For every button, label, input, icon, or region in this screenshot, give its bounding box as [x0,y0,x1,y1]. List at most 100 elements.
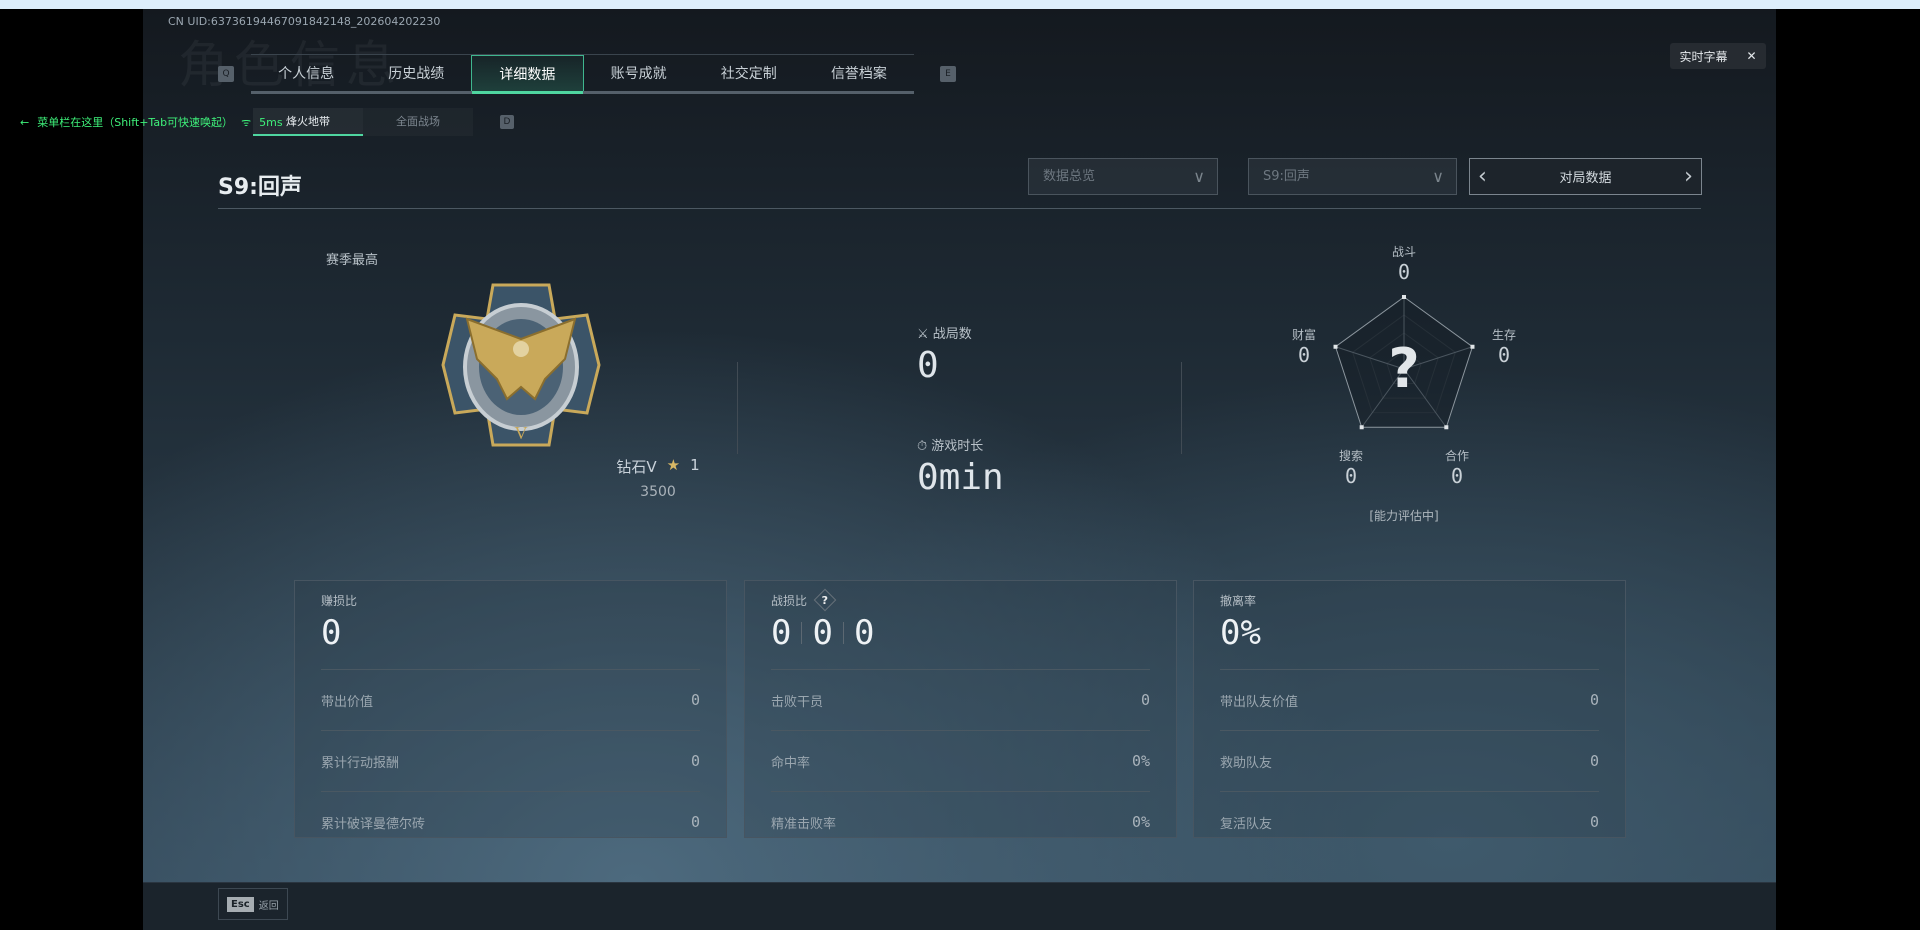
ability-radar-chart: ? [1333,295,1475,430]
stat-row: 带出队友价值 0 [1220,669,1599,730]
stat-label: 精准击败率 [771,816,837,832]
prev-tab-key[interactable]: Q [218,66,234,82]
live-caption-label: 实时字幕 [1679,49,1728,64]
value-separator [842,622,844,644]
stat-row: 累计行动报酬 0 [321,730,700,791]
card-value: 0% [1220,613,1261,653]
tab-4[interactable]: 社交定制 [720,66,777,82]
chevron-down-icon: ∨ [1193,167,1205,186]
stat-label: 带出队友价值 [1220,694,1299,710]
radar-axis-value: 0 [1297,343,1311,367]
radar-vertex [1444,425,1449,430]
close-icon[interactable]: ✕ [1746,49,1757,63]
radar-status: [能力评估中] [1369,509,1439,523]
radar-axis-2: 合作 0 [1427,447,1487,488]
page-title: S9:回声 [218,175,302,200]
matches-stat: ⚔ 战局数 0 [917,323,972,384]
radar-axis-1: 生存 0 [1474,326,1534,367]
card-value: 0 [853,613,875,653]
overview-dropdown[interactable]: 数据总览 ∨ [1028,158,1218,195]
radar-axis-value: 0 [1344,464,1358,488]
card-title: 撤离率 [1220,593,1257,608]
stat-card-2: 撤离率 0% 带出队友价值 0 救助队友 0 复活队友 0 [1193,580,1626,838]
stat-value: 0% [1131,813,1150,831]
tab-2[interactable]: 详细数据 [471,55,584,94]
radar-axis [1403,346,1473,370]
season-dropdown[interactable]: S9:回声 ∨ [1248,158,1457,195]
crossed-swords-icon: ⚔ [917,327,929,342]
chevron-left-icon[interactable]: ‹ [1478,164,1487,189]
live-caption-button[interactable]: 实时字幕 ✕ [1670,43,1766,69]
help-icon[interactable]: ? [813,588,837,612]
menu-hint-text: 菜单栏在这里（Shift+Tab可快速唤起） [37,116,234,129]
rank-stars: 1 [690,456,700,474]
radar-vertex [1470,344,1475,349]
main-tabs: 个人信息 历史战绩 详细数据 账号成就 社交定制 信誉档案 [251,54,914,94]
svg-text:V: V [515,423,528,443]
page-watermark: 角色信息 [178,36,402,94]
radar-axis-4: 财富 0 [1274,326,1334,367]
menu-hint-overlay[interactable]: ← 菜单栏在这里（Shift+Tab可快速唤起） ᯤ 5ms [0,108,283,136]
card-title: 赚损比 [321,593,358,608]
radar-axis-label: 合作 [1444,449,1469,463]
mode-switcher: ‹ 对局数据 › [1469,158,1702,195]
stat-value: 0% [1131,752,1150,770]
stat-row: 击败干员 0 [771,669,1150,730]
rank-name: 钻石V [616,458,657,476]
radar-axis-label: 财富 [1291,328,1316,342]
radar-vertex [1402,295,1406,299]
stat-value: 0 [1589,813,1599,831]
chevron-right-icon[interactable]: › [1684,164,1693,189]
next-tab-key[interactable]: E [940,66,956,82]
radar-axis-label: 战斗 [1391,245,1416,259]
stat-label: 救助队友 [1220,755,1273,771]
stat-row: 复活队友 0 [1220,791,1599,852]
radar-axis-0: 战斗 0 [1374,243,1434,284]
radar-vertex [1333,344,1338,349]
radar-axis-value: 0 [1450,464,1464,488]
radar-axis [1361,368,1405,428]
radar-axis-3: 搜索 0 [1321,447,1381,488]
tab-5[interactable]: 信誉档案 [830,66,887,82]
stat-label: 命中率 [771,755,811,771]
stat-value: 0 [690,813,700,831]
stat-row: 带出价值 0 [321,669,700,730]
stat-value: 0 [1589,752,1599,770]
divider [737,362,738,454]
browser-top-strip [0,0,1920,9]
stat-label: 累计行动报酬 [321,755,400,771]
mode-label: 对局数据 [1559,171,1612,186]
stat-card-0: 赚损比 0 带出价值 0 累计行动报酬 0 累计破译曼德尔砖 0 [294,580,727,838]
chevron-down-icon: ∨ [1432,167,1444,186]
back-button[interactable]: Esc 返回 [218,888,288,920]
stat-label: 击败干员 [771,694,824,710]
radar-vertex [1359,425,1364,430]
stat-row: 命中率 0% [771,730,1150,791]
subtab-0[interactable]: 烽火地带 [253,108,363,136]
tab-1[interactable]: 历史战绩 [388,66,445,82]
esc-key: Esc [227,896,254,912]
subtab-next-key[interactable]: D [500,115,514,129]
radar-axis-label: 搜索 [1338,449,1363,463]
playtime-value: 0min [917,457,1004,498]
stat-value: 0 [1140,691,1150,709]
tab-0[interactable]: 个人信息 [278,66,335,82]
arrow-left-icon: ← [20,115,30,129]
stat-row: 救助队友 0 [1220,730,1599,791]
subtab-1[interactable]: 全面战场 [363,108,473,136]
stat-row: 累计破译曼德尔砖 0 [321,791,700,852]
radar-axis-label: 生存 [1491,328,1516,342]
radar-axis-value: 0 [1397,260,1411,284]
radar-axis [1403,368,1447,428]
overview-dropdown-value: 数据总览 [1043,169,1096,184]
ping-value: 5ms [259,115,283,129]
rank-badge-icon: V [441,283,601,447]
season-best-heading: 赛季最高 [326,253,379,268]
radar-axis [1335,346,1405,370]
value-separator [801,622,803,644]
back-label: 返回 [258,900,279,912]
footer-bar [143,882,1776,930]
radar-axis-value: 0 [1497,343,1511,367]
tab-3[interactable]: 账号成就 [610,66,667,82]
matches-label: 战局数 [932,327,972,342]
